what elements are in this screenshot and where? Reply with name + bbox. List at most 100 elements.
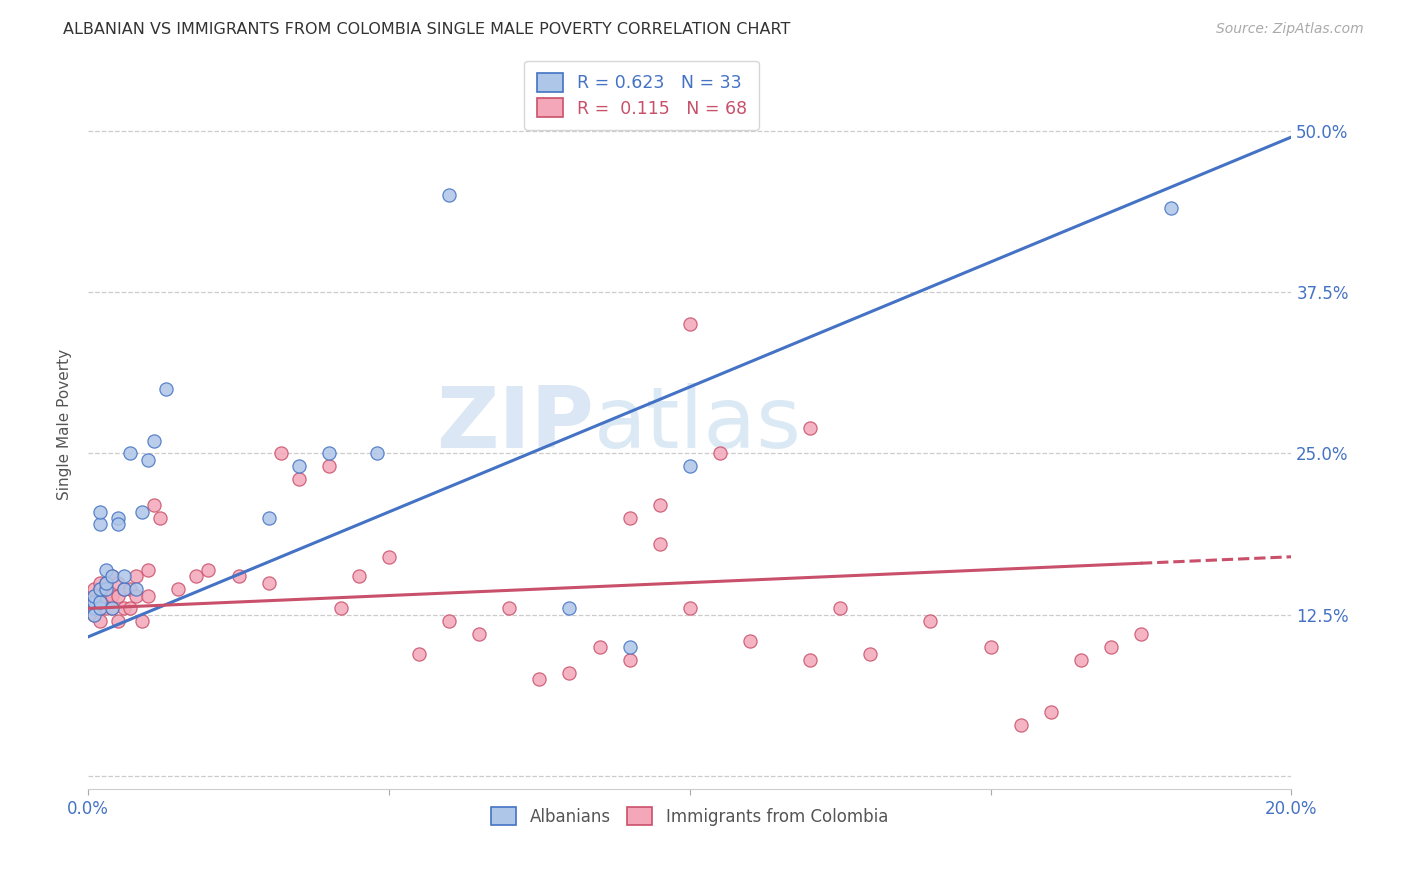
Point [131,615,153,629]
Point [101,601,124,615]
Point [329,601,352,615]
Point [89,601,111,615]
Text: ZIP: ZIP [436,383,593,466]
Text: atlas: atlas [593,383,801,466]
Point [738,633,761,648]
Point [83,589,105,603]
Point [619,653,641,667]
Point [89,505,111,519]
Point [83,595,105,609]
Point [112,569,135,583]
Point [347,569,370,583]
Point [366,446,388,460]
Point [136,563,159,577]
Point [83,595,105,609]
Point [558,665,581,680]
Point [498,601,520,615]
Point [107,517,129,532]
Point [89,517,111,532]
Point [107,511,129,525]
Point [287,472,309,486]
Point [136,453,159,467]
Point [83,607,105,622]
Point [588,640,610,655]
Point [228,569,250,583]
Point [96,582,118,596]
Point [89,582,111,596]
Point [197,563,219,577]
Point [83,589,105,603]
Point [186,569,208,583]
Point [1129,627,1152,641]
Point [709,446,731,460]
Point [101,601,124,615]
Point [679,601,702,615]
Point [96,601,118,615]
Point [155,382,177,396]
Point [1070,653,1092,667]
Point [125,589,148,603]
Point [125,582,148,596]
Point [830,601,852,615]
Point [143,498,166,512]
Point [558,601,581,615]
Point [378,549,401,564]
Point [648,498,671,512]
Point [257,511,280,525]
Point [101,569,124,583]
Point [257,575,280,590]
Point [920,615,942,629]
Point [437,615,460,629]
Point [112,601,135,615]
Point [120,582,142,596]
Point [287,459,309,474]
Point [125,569,148,583]
Point [619,640,641,655]
Point [107,575,129,590]
Point [980,640,1002,655]
Point [83,601,105,615]
Point [1160,201,1182,215]
Point [112,582,135,596]
Point [83,607,105,622]
Point [96,589,118,603]
Point [799,420,821,434]
Point [149,511,172,525]
Point [120,601,142,615]
Point [468,627,491,641]
Point [131,505,153,519]
Point [107,589,129,603]
Point [89,575,111,590]
Point [1010,717,1032,731]
Point [96,575,118,590]
Point [679,459,702,474]
Point [96,563,118,577]
Point [101,569,124,583]
Point [83,601,105,615]
Point [89,601,111,615]
Text: Source: ZipAtlas.com: Source: ZipAtlas.com [1216,22,1364,37]
Point [89,582,111,596]
Point [648,537,671,551]
Point [619,511,641,525]
Point [136,589,159,603]
Point [1039,705,1062,719]
Point [679,318,702,332]
Point [270,446,292,460]
Y-axis label: Single Male Poverty: Single Male Poverty [58,349,72,500]
Legend: Albanians, Immigrants from Colombia: Albanians, Immigrants from Colombia [481,797,898,836]
Point [318,446,340,460]
Point [167,582,190,596]
Point [96,595,118,609]
Point [120,446,142,460]
Point [89,595,111,609]
Point [799,653,821,667]
Point [112,582,135,596]
Point [96,575,118,590]
Point [101,589,124,603]
Text: ALBANIAN VS IMMIGRANTS FROM COLOMBIA SINGLE MALE POVERTY CORRELATION CHART: ALBANIAN VS IMMIGRANTS FROM COLOMBIA SIN… [63,22,790,37]
Point [89,615,111,629]
Point [107,615,129,629]
Point [1099,640,1122,655]
Point [89,595,111,609]
